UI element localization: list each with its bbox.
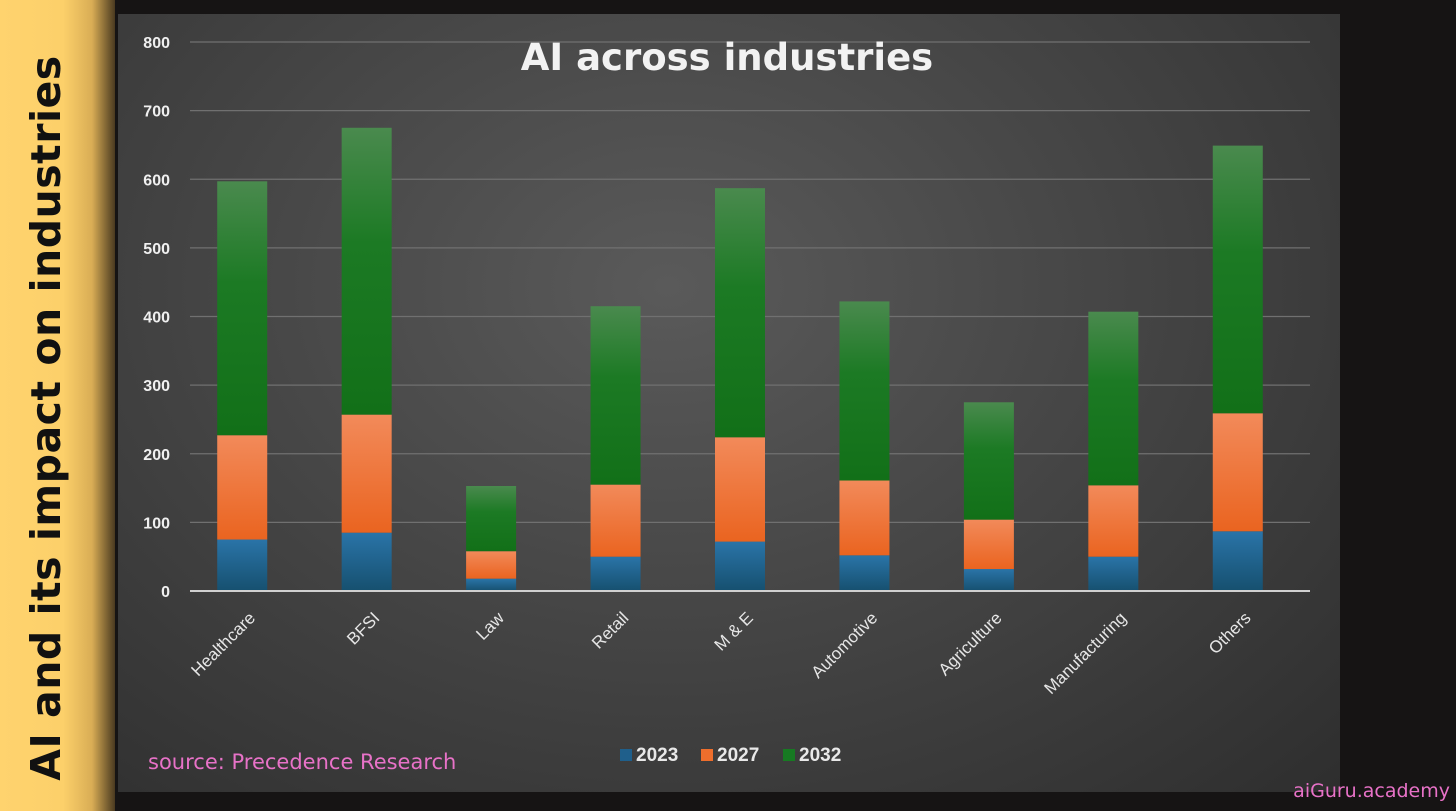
bar-2023-m-e: [715, 541, 765, 591]
legend-swatch-2027: [701, 749, 713, 761]
bar-2032-agriculture: [963, 402, 1014, 520]
chart-panel: 0 100 200 300 400 500 600 700 800 Healthcare BFSI…: [118, 14, 1340, 792]
stacked-bar-chart: 0 100 200 300 400 500 600 700 800 Healthcare BFSI…: [143, 35, 1310, 766]
bar-2023-law: [466, 578, 517, 591]
y-tick-label: 0: [161, 584, 170, 601]
bars: [217, 127, 1263, 591]
y-tick-label: 400: [143, 310, 170, 327]
y-tick-label: 200: [143, 447, 170, 464]
bar-2032-bfsi: [341, 127, 392, 415]
bar-2032-automotive: [839, 301, 890, 481]
source-note: source: Precedence Research: [148, 750, 457, 774]
x-tick-label: Healthcare: [187, 608, 259, 680]
bar-2027-agriculture: [963, 519, 1014, 570]
bar-2027-automotive: [839, 480, 890, 556]
bar-2032-law: [466, 486, 517, 552]
legend-label-2023: 2023: [636, 745, 678, 766]
bar-2027-retail: [590, 484, 641, 557]
bar-2032-retail: [590, 306, 641, 485]
x-tick-label: Law: [472, 608, 508, 644]
x-tick-label: Manufacturing: [1041, 608, 1131, 698]
bar-2023-bfsi: [341, 532, 392, 591]
bar-2027-others: [1212, 413, 1263, 532]
x-tick-label: Agriculture: [935, 608, 1006, 679]
bar-2027-healthcare: [217, 435, 268, 540]
bar-2027-manufacturing: [1088, 485, 1139, 557]
legend-label-2027: 2027: [717, 745, 759, 766]
bar-2027-bfsi: [341, 414, 392, 533]
bar-2023-manufacturing: [1088, 556, 1139, 591]
chart-title: AI across industries: [521, 36, 933, 79]
y-tick-label: 500: [143, 241, 170, 258]
legend-label-2032: 2032: [799, 745, 841, 766]
x-tick-label: Retail: [588, 608, 632, 652]
brand-watermark: aiGuru.academy: [1293, 780, 1450, 802]
bar-2023-agriculture: [963, 569, 1014, 591]
x-tick-label: Automotive: [808, 608, 882, 682]
bar-2027-m-e: [715, 437, 765, 542]
legend: 2023 2027 2032: [620, 745, 841, 766]
bar-2032-healthcare: [217, 181, 268, 436]
bar-2032-others: [1212, 145, 1263, 414]
bar-2023-healthcare: [217, 539, 268, 591]
bar-2023-others: [1212, 531, 1263, 591]
bar-2032-manufacturing: [1088, 311, 1139, 486]
legend-swatch-2032: [783, 749, 795, 761]
bar-2023-retail: [590, 556, 641, 591]
bar-2027-law: [466, 551, 517, 579]
x-axis-ticks: Healthcare BFSI Law Retail M & E Automotive Ag…: [187, 608, 1254, 698]
side-banner: AI and its impact on industries: [0, 0, 115, 811]
y-tick-label: 800: [143, 35, 170, 52]
y-tick-label: 700: [143, 104, 170, 121]
bar-2032-m-e: [715, 188, 765, 438]
y-tick-label: 100: [143, 515, 170, 532]
x-tick-label: M & E: [711, 608, 757, 654]
legend-swatch-2023: [620, 749, 632, 761]
bar-2023-automotive: [839, 555, 890, 591]
y-axis-ticks: 0 100 200 300 400 500 600 700 800: [143, 35, 170, 601]
side-title: AI and its impact on industries: [22, 55, 70, 781]
y-tick-label: 600: [143, 172, 170, 189]
y-tick-label: 300: [143, 378, 170, 395]
x-tick-label: Others: [1205, 608, 1255, 658]
x-tick-label: BFSI: [343, 608, 383, 648]
